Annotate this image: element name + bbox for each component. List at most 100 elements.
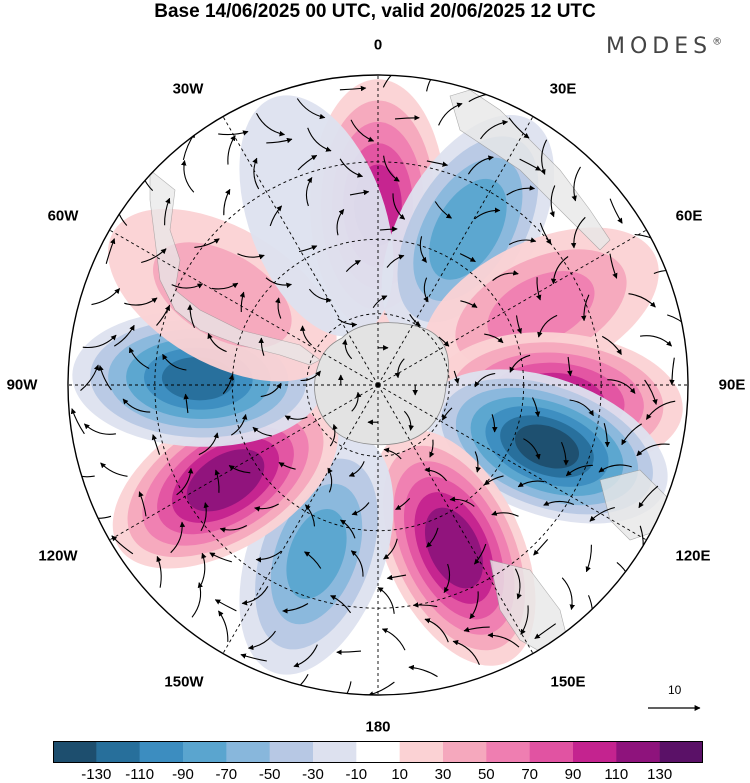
wind-vector [392, 193, 406, 220]
wind-vector [254, 503, 279, 512]
lon-label-90w: 90W [6, 376, 38, 394]
wind-vector [473, 543, 487, 565]
wind-vector [460, 300, 478, 308]
wind-vector [138, 491, 147, 517]
wind-vector [441, 407, 453, 421]
wind-vector [540, 139, 548, 175]
wind-vector [453, 370, 460, 385]
wind-vector [474, 207, 501, 220]
wind-vector [519, 158, 542, 171]
wind-vector [198, 432, 219, 456]
wind-vector [372, 295, 388, 308]
wind-vector [603, 423, 611, 448]
wind-vector [645, 400, 676, 420]
wind-vector [377, 587, 395, 614]
wind-vector [156, 555, 162, 588]
wind-vector [351, 391, 362, 412]
lon-label-150w: 150W [164, 673, 204, 691]
brand-text: MODES [606, 34, 713, 59]
meridian-line [222, 116, 379, 386]
wind-vector [111, 535, 134, 555]
anomaly-contour [429, 178, 507, 280]
wind-vector [386, 254, 405, 268]
latitude-circle [306, 313, 450, 457]
colorbar-tick-label: 90 [564, 766, 582, 783]
wind-vector [349, 189, 370, 196]
wind-vector [419, 236, 427, 263]
lon-label-30e: 30E [549, 80, 577, 98]
wind-vector [207, 332, 227, 353]
anomaly-contour [487, 271, 595, 347]
wind-vector [122, 398, 151, 413]
colorbar-tick-label: -90 [172, 766, 194, 783]
wind-vector [561, 577, 575, 611]
wind-vector [408, 664, 438, 678]
wind-vector [304, 504, 316, 527]
wind-vector [381, 628, 406, 651]
wind-vector [536, 277, 542, 301]
colorbar-tick-label: 130 [647, 766, 673, 783]
colorbar-tick-label: -30 [302, 766, 324, 783]
wind-vector [533, 539, 549, 556]
wind-vector [515, 315, 522, 335]
wind-vector [327, 467, 333, 493]
latitude-circle [154, 161, 602, 609]
wind-vector [589, 506, 615, 522]
meridian-line [222, 384, 379, 654]
anomaly-contour [286, 508, 347, 600]
wind-vector [459, 253, 476, 263]
wind-vector [348, 461, 365, 477]
wind-vector [394, 358, 405, 379]
wind-vector [124, 297, 158, 306]
wind-vector [609, 253, 618, 279]
wind-vector [241, 586, 269, 606]
wind-vector [211, 282, 239, 290]
graticule [68, 75, 688, 695]
wind-vector [247, 630, 276, 651]
map-title: Base 14/06/2025 00 UTC, valid 20/06/2025… [154, 1, 596, 22]
wind-vector [429, 439, 435, 458]
wind-vector [598, 464, 632, 473]
wind-vector [162, 353, 187, 371]
wind-vector [336, 649, 362, 655]
colorbar-tick-label: 50 [477, 766, 495, 783]
wind-vector [424, 618, 449, 643]
south-pole-marker [375, 382, 381, 388]
colorbar-tick-label: -10 [345, 766, 368, 783]
wind-vector [300, 370, 321, 382]
wind-vector [508, 117, 530, 139]
colorbar-tick-label: -50 [258, 766, 281, 783]
wind-vector [223, 188, 231, 216]
wind-vector [237, 253, 265, 260]
wind-vector [219, 525, 248, 533]
wind-vector [170, 521, 186, 554]
wind-vector [379, 226, 398, 232]
wind-vector [514, 568, 522, 600]
anomaly-contour [424, 507, 484, 589]
colorbar-segment [53, 741, 97, 763]
colorbar-tick-label: 70 [521, 766, 539, 783]
wind-vector [227, 135, 236, 165]
wind-vector [200, 502, 209, 532]
wind-vector [644, 379, 658, 405]
anomaly-contour [239, 95, 394, 337]
wind-vector [636, 443, 670, 457]
wind-vector [484, 333, 504, 344]
colorbar-segment [269, 741, 314, 763]
wind-vector [214, 599, 237, 612]
wind-vector [508, 237, 537, 245]
meridian-line [377, 384, 647, 541]
lon-label-90e: 90E [718, 376, 746, 394]
wind-vector [214, 469, 220, 493]
wind-vector [382, 75, 407, 88]
lon-label-60w: 60W [47, 207, 79, 225]
colorbar-tick-label: -130 [81, 766, 112, 783]
wind-vector [297, 154, 318, 171]
wind-vector [265, 277, 292, 289]
wind-vector [181, 159, 195, 193]
wind-vector [523, 438, 541, 460]
wind-vector [395, 498, 411, 510]
wind-vector [342, 339, 353, 360]
wind-vector [383, 447, 402, 460]
colorbar-segment [659, 741, 703, 763]
